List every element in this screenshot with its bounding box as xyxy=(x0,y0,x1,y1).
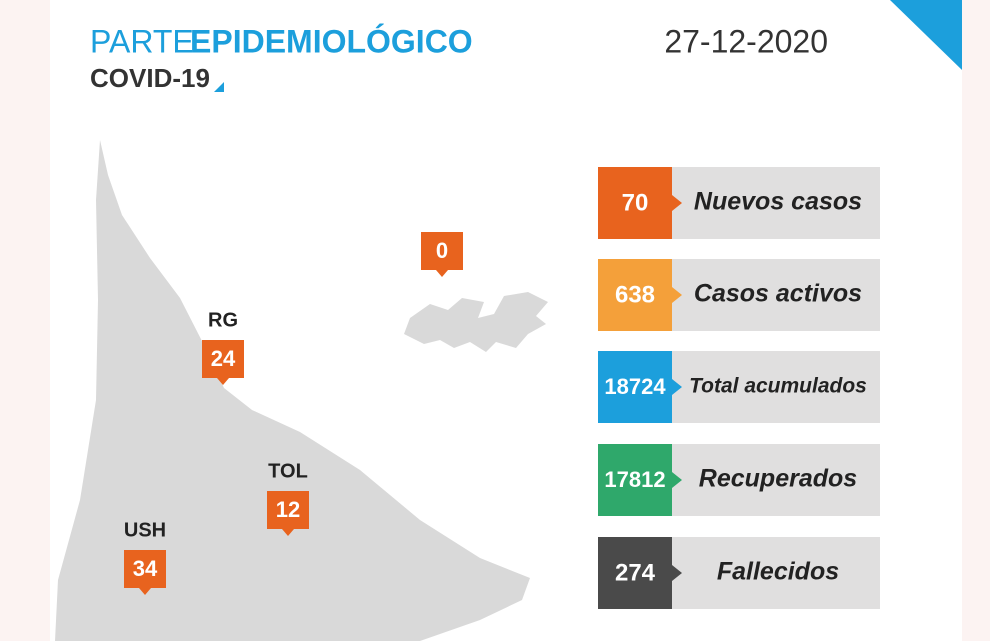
side-margin xyxy=(962,0,990,641)
stat-value-box xyxy=(598,444,682,516)
marker-box xyxy=(202,340,244,378)
marker-pointer xyxy=(282,529,294,536)
stat-label: Fallecidos xyxy=(717,558,839,586)
marker-pointer xyxy=(139,588,151,595)
marker-label: USH xyxy=(124,519,166,541)
map-land xyxy=(55,140,530,641)
stat-value: 274 xyxy=(615,559,656,586)
marker-label: RG xyxy=(208,309,238,331)
stat-label: Total acumulados xyxy=(689,375,867,398)
marker-pointer xyxy=(217,378,229,385)
map-markers: 0 24 RG 12 TOL 34 USH xyxy=(124,232,463,595)
stat-value-box xyxy=(598,259,682,331)
map-islands xyxy=(404,292,548,352)
date: 27-12-2020 xyxy=(664,23,828,59)
marker-box xyxy=(421,232,463,270)
marker-label: TOL xyxy=(268,460,308,482)
corner-triangle xyxy=(890,0,962,70)
marker-pointer xyxy=(436,270,448,277)
subtitle-mark xyxy=(214,82,224,92)
stat-value: 638 xyxy=(615,281,655,308)
stat-label: Recuperados xyxy=(699,465,857,493)
marker-box xyxy=(267,491,309,529)
stat-value-box xyxy=(598,351,682,423)
stat-value: 18724 xyxy=(604,374,666,399)
subtitle: COVID-19 xyxy=(90,63,210,93)
stat-value-box xyxy=(598,537,682,609)
marker-value: 0 xyxy=(436,238,448,263)
stats: 70 Nuevos casos 638 Casos activos 18724 Total… xyxy=(598,167,880,609)
stat-label: Nuevos casos xyxy=(694,188,862,216)
stat-value: 17812 xyxy=(604,467,665,492)
title-light: PARTE xyxy=(90,23,194,59)
marker-value: 12 xyxy=(276,497,300,522)
stat-value: 70 xyxy=(622,189,649,216)
marker-box xyxy=(124,550,166,588)
stat-label: Casos activos xyxy=(694,280,862,308)
stat-value-box xyxy=(598,167,682,239)
marker-value: 34 xyxy=(133,556,158,581)
title-bold: EPIDEMIOLÓGICO xyxy=(190,23,473,59)
side-margin xyxy=(0,0,50,641)
marker-value: 24 xyxy=(211,346,236,371)
